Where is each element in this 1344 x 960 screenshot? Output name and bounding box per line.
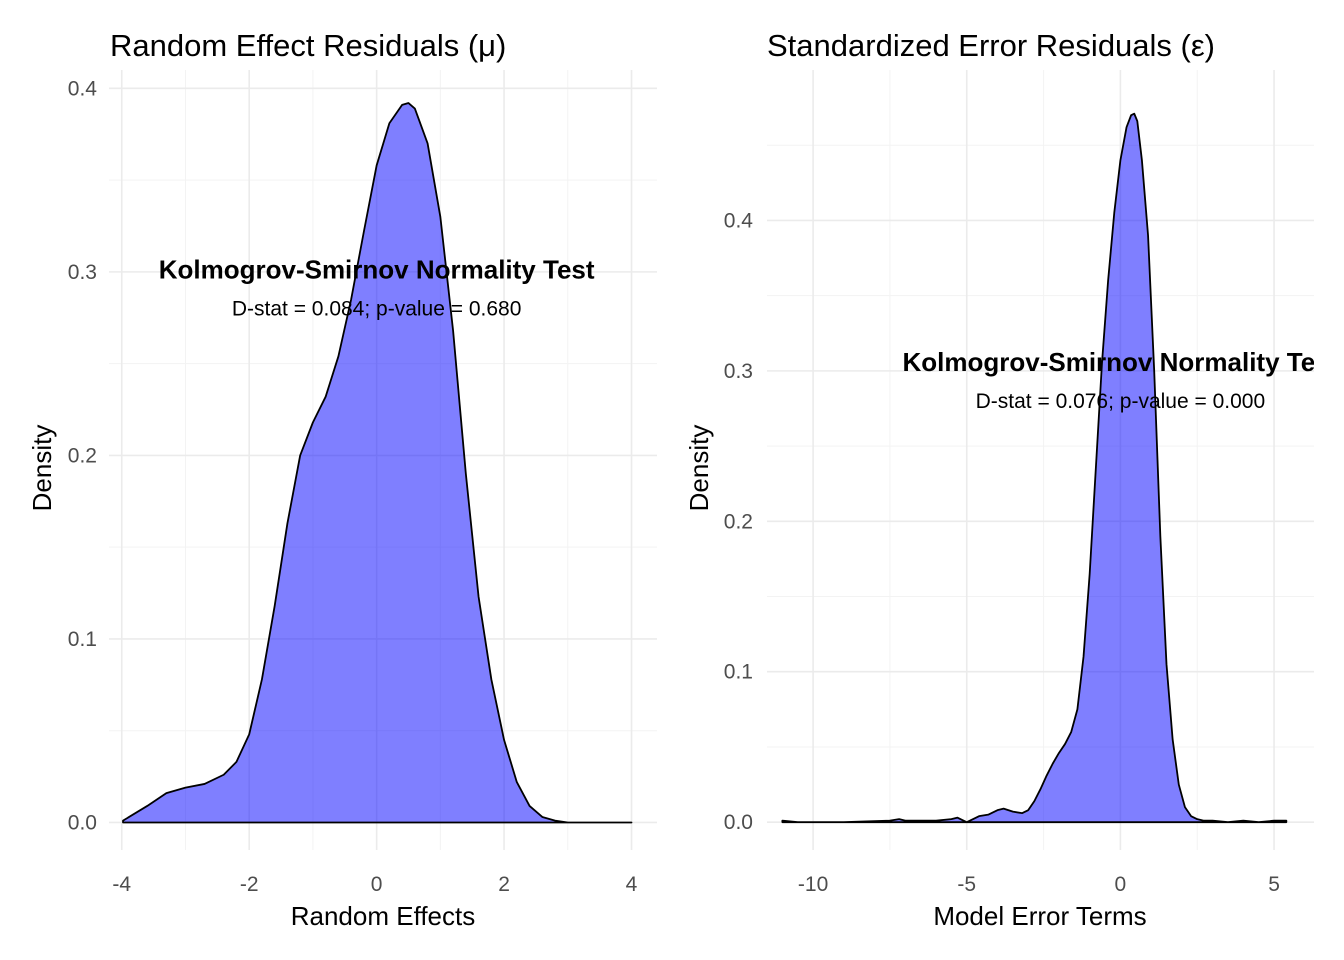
ks-annotation-stats: D-stat = 0.084; p-value = 0.680	[232, 298, 522, 321]
panel-2-xlabel: Model Error Terms	[933, 901, 1146, 931]
y-tick-label: 0.0	[724, 811, 753, 834]
ks-annotation-title: Kolmogrov-Smirnov Normality Test	[902, 347, 1338, 377]
panel-1-xlabel: Random Effects	[291, 901, 476, 931]
x-tick-label: 4	[626, 873, 638, 896]
panel-1-title: Random Effect Residuals (μ)	[110, 28, 506, 63]
x-tick-label: 5	[1268, 873, 1280, 896]
panel-2-ylabel: Density	[684, 425, 714, 512]
x-tick-label: 2	[498, 873, 510, 896]
ks-annotation: Kolmogrov-Smirnov Normality Test D-stat =…	[159, 255, 595, 321]
panel-1-plot-area: -4 -2 0 2 4 0.0 0.1 0.2 0.3 0.4 Kolmogrov-Smirnov …	[68, 70, 657, 896]
x-tick-label: -4	[112, 873, 131, 896]
density-area	[781, 112, 1288, 824]
y-tick-label: 0.3	[724, 360, 753, 383]
y-tick-label: 0.4	[68, 77, 98, 100]
y-tick-label: 0.4	[724, 209, 754, 232]
y-tick-label: 0.2	[724, 510, 753, 533]
panel-2-plot-area: -10 -5 0 5 0.0 0.1 0.2 0.3 0.4 Kolmogrov-Smirnov …	[724, 70, 1338, 896]
density-area	[122, 102, 633, 824]
ks-annotation: Kolmogrov-Smirnov Normality Test D-stat =…	[902, 347, 1338, 413]
ks-annotation-stats: D-stat = 0.076; p-value = 0.000	[976, 390, 1266, 413]
y-tick-label: 0.0	[68, 811, 97, 834]
x-tick-label: -5	[957, 873, 976, 896]
y-tick-label: 0.3	[68, 261, 97, 284]
x-tick-label: -2	[240, 873, 259, 896]
panel-2-title: Standardized Error Residuals (ε)	[767, 28, 1215, 63]
panel-random-effects: Random Effect Residuals (μ) Random Effec…	[27, 28, 657, 931]
y-tick-label: 0.1	[68, 628, 97, 651]
y-tick-label: 0.1	[724, 661, 753, 684]
x-tick-label: 0	[371, 873, 383, 896]
x-tick-label: 0	[1115, 873, 1127, 896]
ks-annotation-title: Kolmogrov-Smirnov Normality Test	[159, 255, 595, 285]
x-tick-label: -10	[798, 873, 828, 896]
panel-error-residuals: Standardized Error Residuals (ε) Model E…	[684, 28, 1338, 931]
panel-1-ylabel: Density	[27, 425, 57, 512]
y-tick-label: 0.2	[68, 444, 97, 467]
